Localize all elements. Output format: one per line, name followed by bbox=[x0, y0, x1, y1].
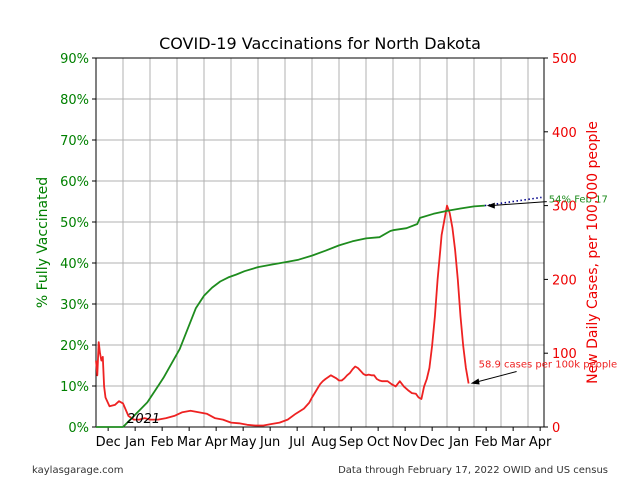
x-tick-label: Jan bbox=[448, 435, 469, 450]
plot-area bbox=[96, 58, 544, 427]
x-tick-label: Oct bbox=[367, 435, 389, 450]
right-tick-label: 100 bbox=[552, 347, 577, 362]
series-projection-line bbox=[484, 196, 542, 207]
x-tick-label: Sep bbox=[339, 435, 364, 450]
annotation-cases-label: 58.9 cases per 100k people bbox=[479, 360, 618, 371]
annotation-vaccinated-label: 54% Feb 17 bbox=[549, 195, 608, 206]
left-tick-label: 30% bbox=[60, 298, 89, 313]
x-tick-label: Feb bbox=[475, 435, 498, 450]
left-tick-label: 60% bbox=[60, 175, 89, 190]
right-tick-label: 500 bbox=[552, 52, 577, 67]
left-tick-label: 20% bbox=[60, 339, 89, 354]
x-tick-label: Apr bbox=[529, 435, 552, 450]
x-tick-label: Jul bbox=[288, 435, 305, 450]
x-tick-label: Feb bbox=[151, 435, 174, 450]
left-tick-label: 50% bbox=[60, 216, 89, 231]
annotation-vaccinated-arrowhead bbox=[486, 202, 495, 209]
annotation-cases-arrowhead bbox=[470, 378, 480, 385]
left-tick-label: 0% bbox=[68, 421, 89, 436]
left-tick-label: 70% bbox=[60, 134, 89, 149]
x-tick-label: Jan bbox=[124, 435, 145, 450]
annotation-vaccinated-arrow bbox=[490, 201, 547, 207]
footer-credit: kaylasgarage.com bbox=[32, 465, 124, 476]
y-axis-label-right: New Daily Cases, per 100,000 people bbox=[585, 121, 601, 384]
x-tick-label: Jun bbox=[259, 435, 280, 450]
x-tick-label: Mar bbox=[501, 435, 526, 450]
right-tick-label: 300 bbox=[552, 200, 577, 215]
right-tick-label: 200 bbox=[552, 273, 577, 288]
left-tick-label: 10% bbox=[60, 380, 89, 395]
plot-frame bbox=[95, 57, 545, 428]
x-tick-label: Dec bbox=[420, 435, 445, 450]
x-tick-label: Apr bbox=[205, 435, 228, 450]
left-tick-label: 40% bbox=[60, 257, 89, 272]
series-vaccinated-line bbox=[96, 204, 485, 428]
right-tick-label: 400 bbox=[552, 126, 577, 141]
series-cases-line bbox=[95, 204, 470, 427]
x-tick-label: Aug bbox=[311, 435, 336, 450]
annotation-cases-arrow bbox=[474, 371, 517, 384]
x-tick-label: Nov bbox=[392, 435, 418, 450]
x-tick-label: Dec bbox=[96, 435, 121, 450]
chart-title: COVID-19 Vaccinations for North Dakota bbox=[159, 34, 481, 53]
left-tick-label: 90% bbox=[60, 52, 89, 67]
x-tick-label: May bbox=[230, 435, 257, 450]
left-tick-label: 80% bbox=[60, 93, 89, 108]
x-tick-label: Mar bbox=[177, 435, 202, 450]
y-axis-label-left: % Fully Vaccinated bbox=[35, 177, 51, 308]
footer-source: Data through February 17, 2022 OWID and … bbox=[338, 465, 608, 476]
right-tick-label: 0 bbox=[552, 421, 560, 436]
year-label: 2021 bbox=[127, 412, 160, 427]
